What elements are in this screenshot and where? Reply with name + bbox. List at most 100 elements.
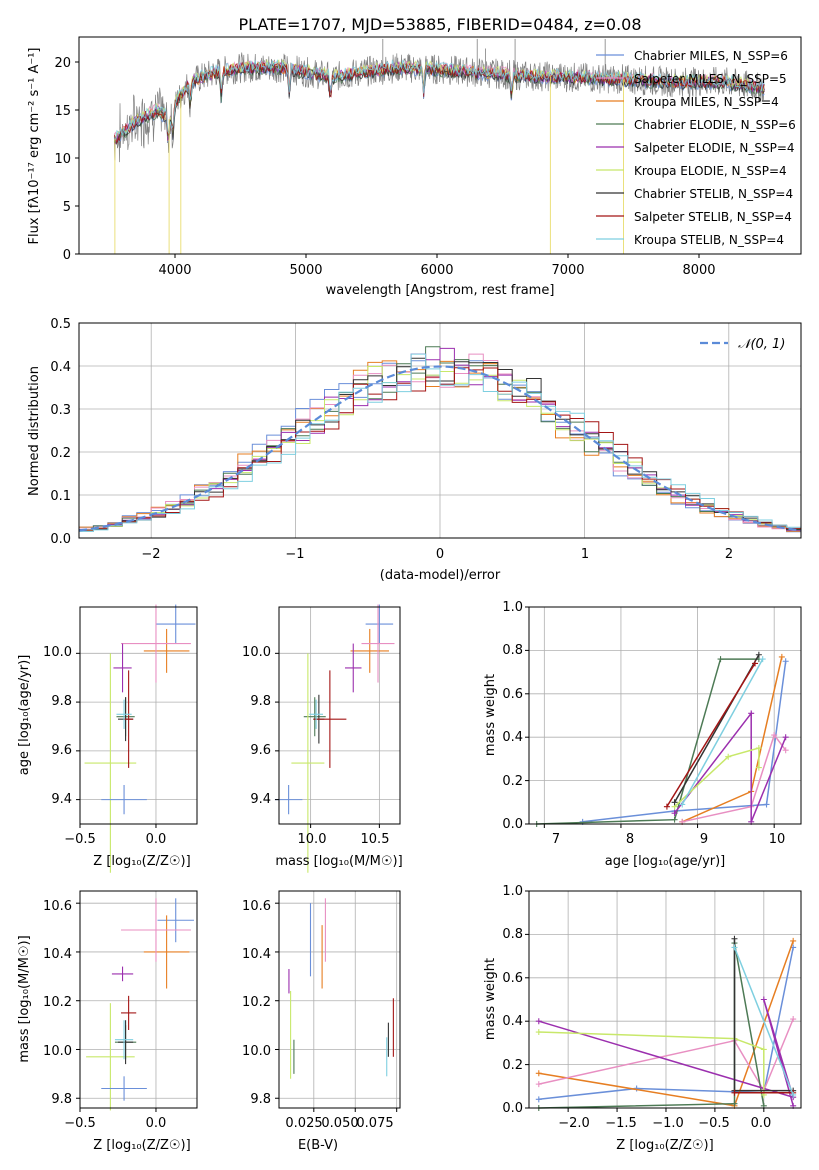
mw_z-marker (731, 1089, 738, 1096)
hist-ytick-label: 0.0 (50, 532, 71, 547)
age_z-frame (79, 606, 198, 825)
spectrum-xtick-label: 6000 (420, 263, 453, 278)
mw_age-series-line (666, 663, 756, 807)
age-z-xtick: −0.5 (64, 832, 96, 847)
mw_z-panel (525, 890, 802, 1112)
age_z-errorbar-point (101, 784, 147, 815)
mw_age-marker (725, 753, 732, 760)
spectrum-xtick-label: 7000 (551, 263, 584, 278)
hist-xtick-label: −1 (285, 547, 304, 562)
age_z-errorbar-point (113, 643, 132, 693)
mw_age-marker (759, 656, 766, 663)
hist-xtick-label: 1 (581, 547, 589, 562)
mass_z-panel (76, 890, 198, 1112)
age-z-ylabel: age [log₁₀(age/yr)] (17, 655, 32, 776)
age_mass-errorbar-point (291, 653, 325, 873)
hist-ylabel: Normed distribution (27, 366, 42, 496)
mw_age-marker (778, 653, 785, 660)
mw_age-marker (748, 710, 755, 717)
mw_age-series-line (582, 661, 787, 823)
mw_z-marker (535, 1081, 542, 1088)
legend-label: Chabrier MILES, N_SSP=6 (634, 49, 788, 63)
mw-age-ylabel: mass weight (483, 674, 498, 756)
spectrum-yticks: 0 5 10 15 20 (54, 56, 79, 263)
mw-z-ytick: 0.2 (502, 1058, 523, 1073)
mass-ebv-xtick: 0.050 (321, 1116, 358, 1131)
spectrum-ytick-label: 5 (63, 200, 71, 215)
mw_z-marker (731, 944, 738, 951)
mw_age-marker (782, 658, 789, 665)
mw-age-ytick: 0.6 (502, 687, 523, 702)
mass-z-ytick: 10.6 (43, 899, 72, 914)
legend-entry: Salpeter STELIB, N_SSP=4 (596, 210, 792, 224)
legend-entry: Chabrier STELIB, N_SSP=4 (596, 187, 793, 201)
mass_z-errorbar-point (86, 1003, 135, 1111)
mw-z-xtick: −2.0 (558, 1116, 590, 1131)
hist-series (79, 346, 801, 533)
mw-age-ticks: 7 8 9 10 0.0 0.2 0.4 0.6 0.8 1.0 (502, 600, 785, 847)
age_z-errorbar-point (121, 604, 191, 683)
mass-z-ytick: 10.2 (43, 995, 72, 1010)
hist-xlabel: (data-model)/error (380, 568, 501, 583)
mw_z-marker (535, 1029, 542, 1036)
model-spectrum-line (114, 59, 765, 140)
hist-xtick-label: 0 (436, 547, 444, 562)
mass-z-xlabel: Z [log₁₀(Z/Z☉)] (93, 1138, 190, 1153)
mass_z-errorbar-point (117, 1020, 134, 1065)
age_mass-errorbar-point (313, 670, 347, 768)
age_mass-errorbar-point (303, 697, 326, 737)
hist-legend: 𝒩(0, 1) (700, 337, 785, 352)
mw_age-frame (528, 606, 802, 825)
age-mass-ytick: 9.4 (250, 792, 271, 807)
mw_z-marker (535, 1070, 542, 1077)
legend-entry: Salpeter ELODIE, N_SSP=4 (596, 141, 795, 155)
hist-ytick-label: 0.2 (50, 446, 71, 461)
mass_z-errorbar-point (121, 898, 191, 962)
mw_z-series-line (538, 947, 794, 1101)
mw_age-marker (782, 734, 789, 741)
legend-label: Chabrier ELODIE, N_SSP=6 (634, 118, 796, 132)
mass-z-xtick: 0.0 (146, 1116, 167, 1131)
mass-z-ytick: 10.4 (43, 947, 72, 962)
normal-curve (78, 365, 802, 532)
hist-yticks: 0.0 0.1 0.2 0.3 0.4 0.5 (50, 317, 71, 547)
mw-z-ytick: 0.8 (502, 927, 523, 942)
mw_z-marker (790, 1091, 797, 1098)
age_z-errorbar-point (155, 604, 196, 644)
age-z-ytick: 9.4 (51, 792, 72, 807)
age-mass-xtick: 10.5 (361, 832, 390, 847)
mass-z-ytick: 10.0 (43, 1044, 72, 1059)
mw_z-marker (760, 996, 767, 1003)
mw-z-ytick: 0.0 (502, 1101, 523, 1116)
mw_age-marker (663, 803, 670, 810)
age_mass-errorbar-point (345, 643, 362, 693)
mass-ebv-xlabel: E(B-V) (298, 1138, 338, 1153)
age-mass-ytick: 10.0 (242, 645, 271, 660)
hist-ytick-label: 0.1 (50, 489, 71, 504)
age_mass-frame (278, 606, 401, 825)
mw-age-xtick: 10 (769, 832, 786, 847)
legend-entry: Kroupa STELIB, N_SSP=4 (596, 233, 784, 247)
legend-label: Kroupa ELODIE, N_SSP=4 (634, 164, 787, 178)
legend-label: Kroupa STELIB, N_SSP=4 (634, 233, 784, 247)
mass-ebv-ticks: 0.025 0.050 0.075 9.8 10.0 10.2 10.4 10.… (242, 899, 394, 1131)
hist-xticks: −2 −1 0 1 2 (141, 547, 733, 562)
mw-age-xlabel: age [log₁₀(age/yr)] (605, 854, 726, 869)
mass-z-ylabel: mass [log₁₀(M/M☉)] (17, 935, 32, 1062)
spectrum-lines (113, 38, 765, 254)
legend-normal-label: 𝒩(0, 1) (738, 337, 785, 352)
mass-ebv-xtick: 0.025 (285, 1116, 322, 1131)
age_mass-errorbar-point (365, 604, 394, 644)
mw-age-ytick: 0.8 (502, 643, 523, 658)
spectrum-ytick-label: 15 (54, 104, 71, 119)
spectrum-ylabel: Flux [fλ10⁻¹⁷ erg cm⁻² s⁻¹ A⁻¹] (27, 48, 42, 245)
mw_age-marker (679, 801, 686, 808)
mass_z-errorbar-point (143, 915, 190, 989)
mw_z-marker (760, 1046, 767, 1053)
mass-ebv-ytick: 10.0 (242, 1044, 271, 1059)
age_mass-errorbar-point (309, 699, 323, 729)
age_z-errorbar-point (124, 670, 134, 768)
legend-label: Salpeter STELIB, N_SSP=4 (634, 210, 792, 224)
mw-z-xtick: −1.5 (605, 1116, 637, 1131)
mass_z-errorbar-point (114, 1020, 134, 1060)
